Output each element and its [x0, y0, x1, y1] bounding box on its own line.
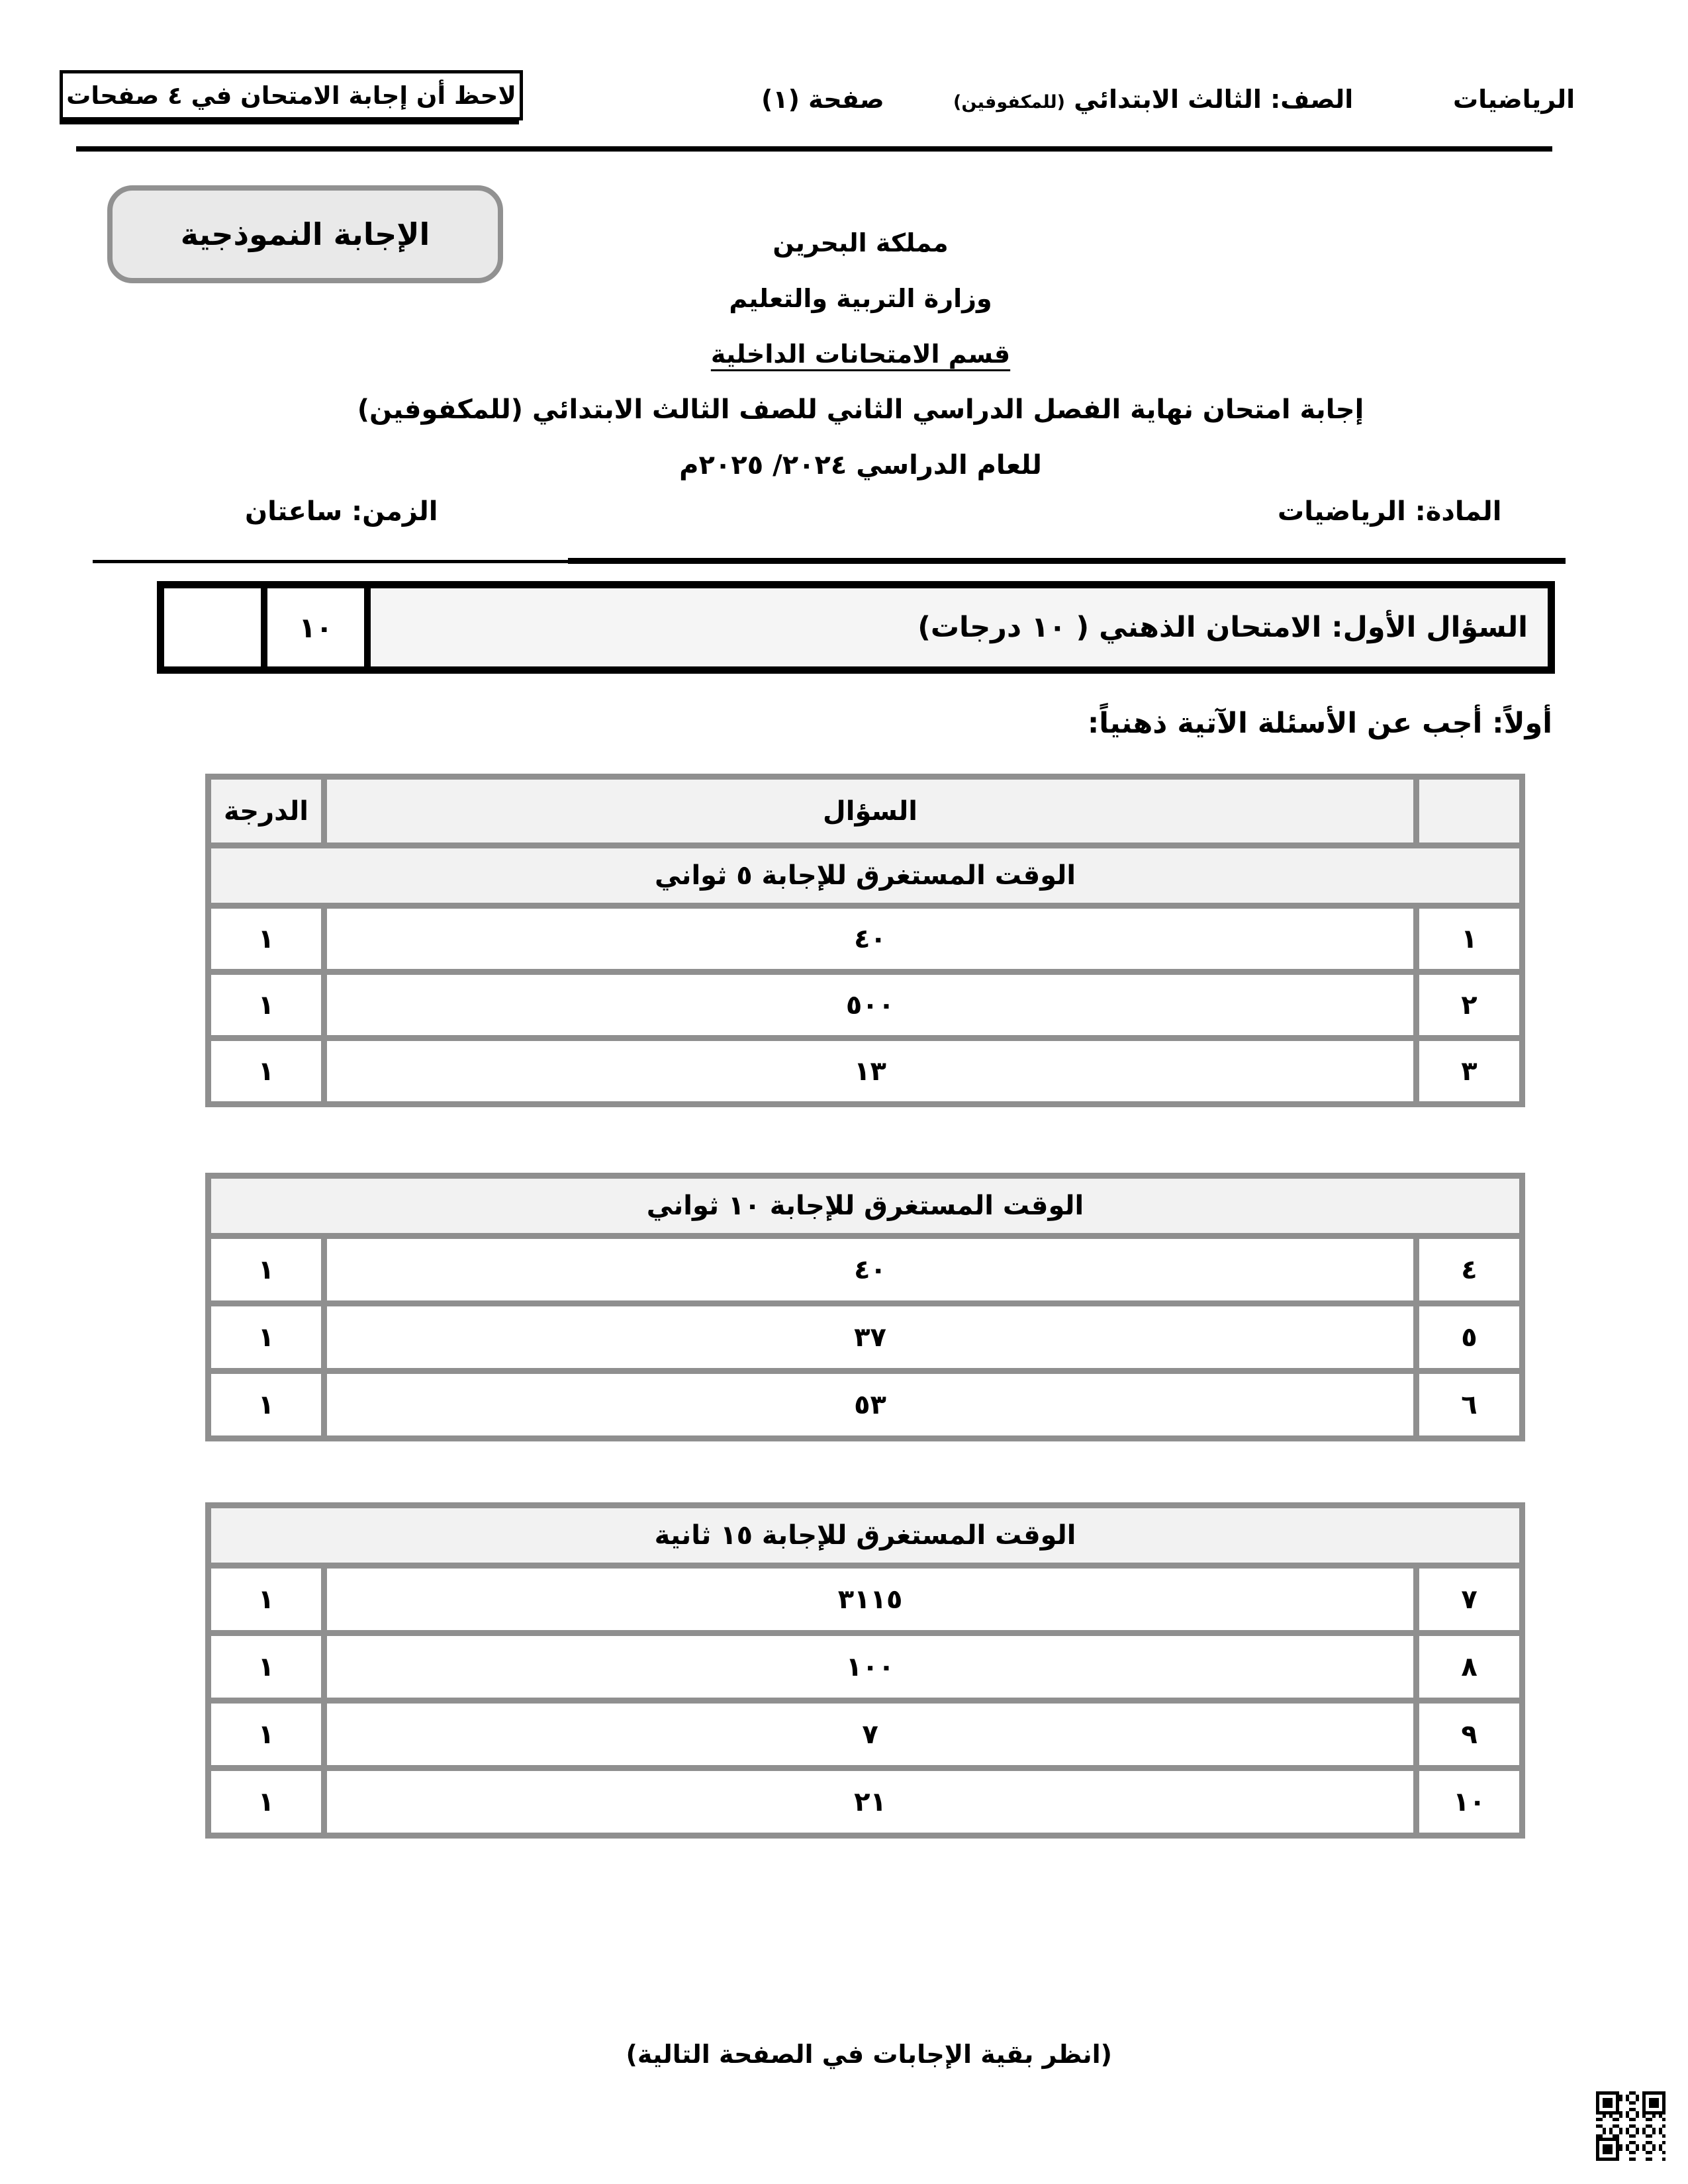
letterhead: مملكة البحرين وزارة التربية والتعليم قسم… — [0, 215, 1688, 493]
table-row: ١ ٤٠ ١ — [205, 903, 1525, 975]
answer-value: ٢١ — [321, 1765, 1420, 1839]
pages-note-box: لاحظ أن إجابة الامتحان في ٤ صفحات — [60, 70, 523, 120]
table-row: ٧ ٣١١٥ ١ — [205, 1563, 1526, 1636]
time-note: الوقت المستغرق للإجابة ١٠ ثواني — [205, 1173, 1526, 1239]
section-divider-left — [93, 560, 569, 563]
question-number: ٣ — [1413, 1035, 1525, 1107]
table-row: ٢ ٥٠٠ ١ — [205, 969, 1525, 1041]
mental-exam-table-10s: الوقت المستغرق للإجابة ١٠ ثواني ٤ ٤٠ ١ ٥… — [205, 1173, 1526, 1441]
letterhead-country: مملكة البحرين — [773, 228, 949, 257]
question1-title: السؤال الأول: الامتحان الذهني ( ١٠ درجات… — [917, 611, 1528, 644]
question-number: ٦ — [1413, 1368, 1526, 1441]
letterhead-ministry: وزارة التربية والتعليم — [729, 284, 992, 313]
time-note-row: الوقت المستغرق للإجابة ٥ ثواني — [205, 842, 1525, 909]
mark-value: ١ — [205, 1563, 328, 1636]
header-grade-note: (للمكفوفين) — [953, 92, 1066, 113]
subject-line: المادة: الرياضيات — [1278, 496, 1502, 527]
table-row: ٥ ٣٧ ١ — [205, 1300, 1526, 1374]
time-note: الوقت المستغرق للإجابة ١٥ ثانية — [205, 1502, 1526, 1569]
table-header-row: السؤال الدرجة — [205, 774, 1525, 848]
question1-header-box: ١٠ السؤال الأول: الامتحان الذهني ( ١٠ در… — [157, 581, 1555, 674]
question-number: ٢ — [1413, 969, 1525, 1041]
mark-value: ١ — [205, 1300, 328, 1374]
header-divider — [76, 146, 1552, 152]
question-number: ١٠ — [1413, 1765, 1526, 1839]
col-header-question: السؤال — [321, 774, 1419, 848]
question1-instruction: أولاً: أجب عن الأسئلة الآتية ذهنياً: — [1088, 707, 1552, 740]
qr-code-icon — [1596, 2091, 1665, 2161]
continuation-note: (انظر بقية الإجابات في الصفحة التالية) — [626, 2040, 1112, 2069]
answer-value: ٣١١٥ — [321, 1563, 1420, 1636]
question-number: ٤ — [1413, 1233, 1526, 1306]
answer-value: ١٣ — [321, 1035, 1419, 1107]
academic-year: للعام الدراسي ٢٠٢٤/ ٢٠٢٥م — [679, 450, 1042, 480]
answer-value: ٤٠ — [321, 903, 1419, 975]
question1-total-mark: ١٠ — [267, 588, 371, 666]
model-answer-stamp: الإجابة النموذجية — [107, 185, 503, 283]
mark-value: ١ — [205, 1765, 328, 1839]
exam-title: إجابة امتحان نهاية الفصل الدراسي الثاني … — [357, 394, 1364, 425]
table-row: ٤ ٤٠ ١ — [205, 1233, 1526, 1306]
answer-value: ٤٠ — [321, 1233, 1420, 1306]
time-note-row: الوقت المستغرق للإجابة ١٥ ثانية — [205, 1502, 1526, 1569]
question1-score-cell-empty — [164, 588, 267, 666]
time-line: الزمن: ساعتان — [245, 496, 438, 527]
letterhead-department: قسم الامتحانات الداخلية — [710, 340, 1011, 369]
mark-value: ١ — [205, 969, 327, 1041]
col-header-mark: الدرجة — [205, 774, 327, 848]
table-row: ٨ ١٠٠ ١ — [205, 1630, 1526, 1704]
question-number: ١ — [1413, 903, 1525, 975]
header-page-number: صفحة (١) — [761, 85, 884, 114]
mark-value: ١ — [205, 1630, 328, 1704]
table-row: ٩ ٧ ١ — [205, 1698, 1526, 1771]
header-grade-label: الصف: الثالث الابتدائي — [1074, 85, 1354, 114]
table-row: ١٠ ٢١ ١ — [205, 1765, 1526, 1839]
time-note-row: الوقت المستغرق للإجابة ١٠ ثواني — [205, 1173, 1526, 1239]
question-number: ٧ — [1413, 1563, 1526, 1636]
question-number: ٩ — [1413, 1698, 1526, 1771]
answer-value: ٥٣ — [321, 1368, 1420, 1441]
mark-value: ١ — [205, 1035, 327, 1107]
mark-value: ١ — [205, 1368, 328, 1441]
mark-value: ١ — [205, 1698, 328, 1771]
header-grade: الصف: الثالث الابتدائي (للمكفوفين) — [953, 85, 1353, 114]
table-row: ٣ ١٣ ١ — [205, 1035, 1525, 1107]
table-row: ٦ ٥٣ ١ — [205, 1368, 1526, 1441]
answer-value: ٥٠٠ — [321, 969, 1419, 1041]
mental-exam-table-5s: السؤال الدرجة الوقت المستغرق للإجابة ٥ ث… — [205, 774, 1525, 1107]
question-number: ٥ — [1413, 1300, 1526, 1374]
section-divider-right — [568, 558, 1566, 564]
col-header-empty — [1413, 774, 1525, 848]
mental-exam-table-15s: الوقت المستغرق للإجابة ١٥ ثانية ٧ ٣١١٥ ١… — [205, 1502, 1526, 1839]
mark-value: ١ — [205, 1233, 328, 1306]
mark-value: ١ — [205, 903, 327, 975]
answer-value: ٣٧ — [321, 1300, 1420, 1374]
answer-value: ٧ — [321, 1698, 1420, 1771]
header-subject: الرياضيات — [1453, 85, 1575, 114]
answer-value: ١٠٠ — [321, 1630, 1420, 1704]
question-number: ٨ — [1413, 1630, 1526, 1704]
time-note: الوقت المستغرق للإجابة ٥ ثواني — [205, 842, 1525, 909]
